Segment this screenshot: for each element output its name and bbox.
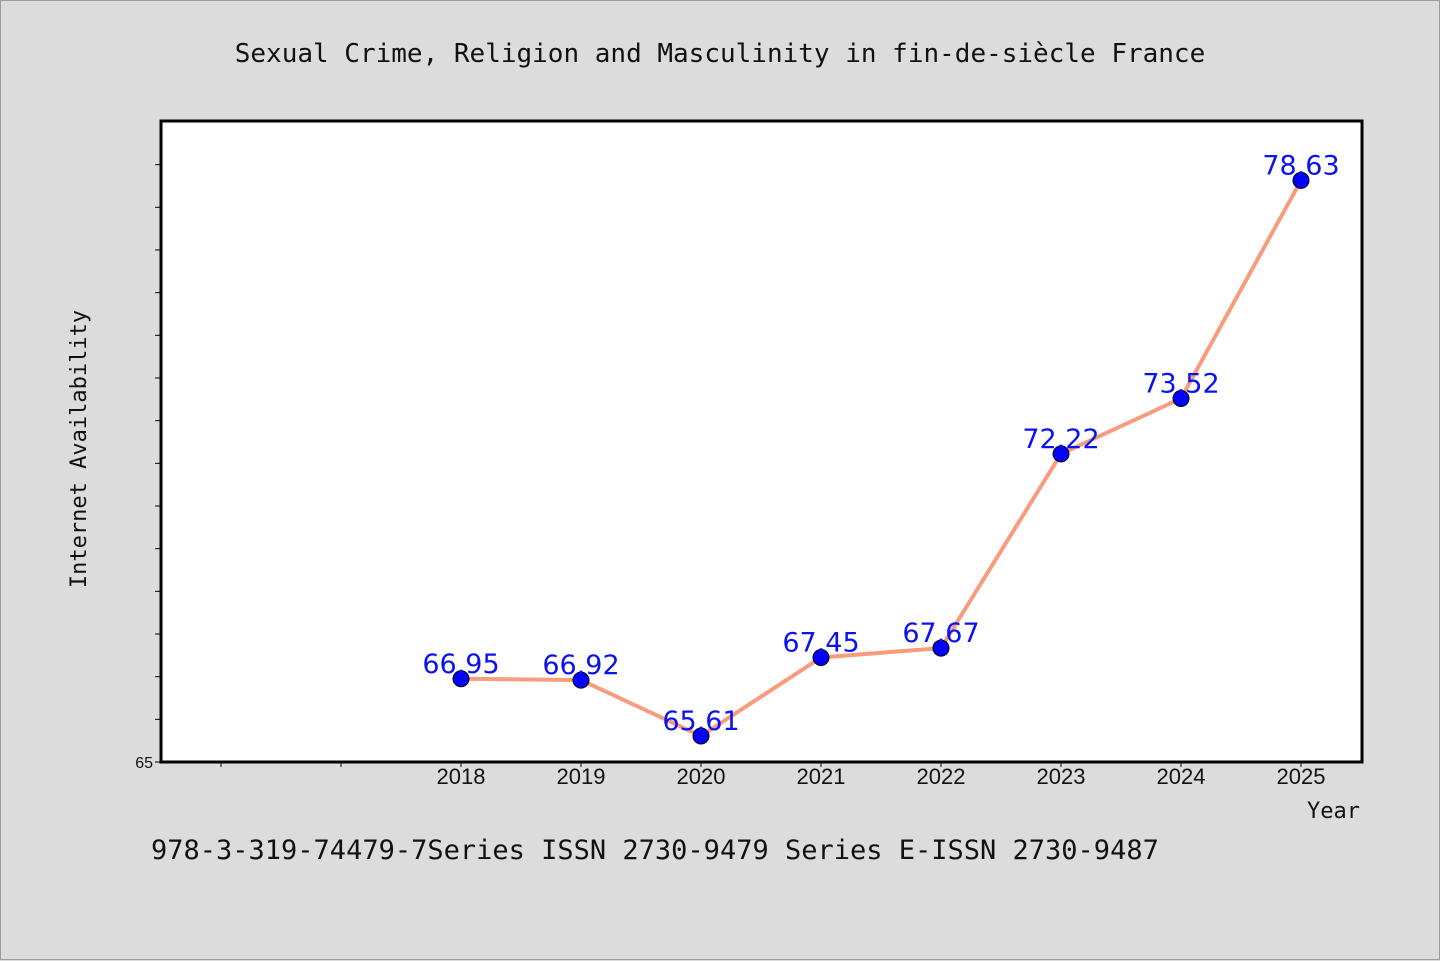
data-label: 67.45 — [782, 627, 859, 658]
data-label: 72.22 — [1022, 424, 1099, 455]
data-point — [1172, 389, 1190, 407]
x-tick-label: 2024 — [1157, 764, 1206, 789]
data-point — [572, 671, 590, 689]
data-label: 65.61 — [662, 706, 739, 737]
data-point — [1052, 445, 1070, 463]
series-line — [460, 179, 1303, 738]
data-point — [1292, 171, 1310, 189]
x-tick-label: 2019 — [557, 764, 606, 789]
x-tick-label: 2020 — [677, 764, 726, 789]
y-tick-label: 65 — [135, 755, 153, 772]
x-tick-label: 2018 — [437, 764, 486, 789]
data-point — [932, 639, 950, 657]
x-axis-label: Year — [1307, 799, 1360, 824]
footer-isbn-text: 978-3-319-74479-7Series ISSN 2730-9479 S… — [151, 835, 1159, 866]
data-point — [692, 727, 710, 745]
data-label: 78.63 — [1262, 150, 1339, 181]
data-label: 73.52 — [1142, 368, 1219, 399]
plot-area — [159, 119, 1364, 764]
data-label: 66.95 — [422, 649, 499, 680]
x-tick-label: 2023 — [1037, 764, 1086, 789]
data-point — [812, 648, 830, 666]
x-tick-label: 2021 — [797, 764, 846, 789]
data-point — [452, 670, 470, 688]
data-label: 67.67 — [902, 618, 979, 649]
data-label: 66.92 — [542, 650, 619, 681]
data-labels: 66.95 66.92 65.61 67.45 67.67 72.22 73.52 78.63 — [422, 150, 1339, 737]
x-axis-ticks: 2018 2019 2020 2021 2022 2023 2024 2025 — [220, 762, 1326, 789]
series-layer — [452, 171, 1310, 745]
x-tick-label: 2025 — [1277, 764, 1326, 789]
y-axis-label: Internet Availability — [67, 310, 92, 588]
y-axis-ticks: 65 — [135, 164, 161, 772]
x-tick-label: 2022 — [917, 764, 966, 789]
chart-title: Sexual Crime, Religion and Masculinity i… — [235, 39, 1206, 69]
